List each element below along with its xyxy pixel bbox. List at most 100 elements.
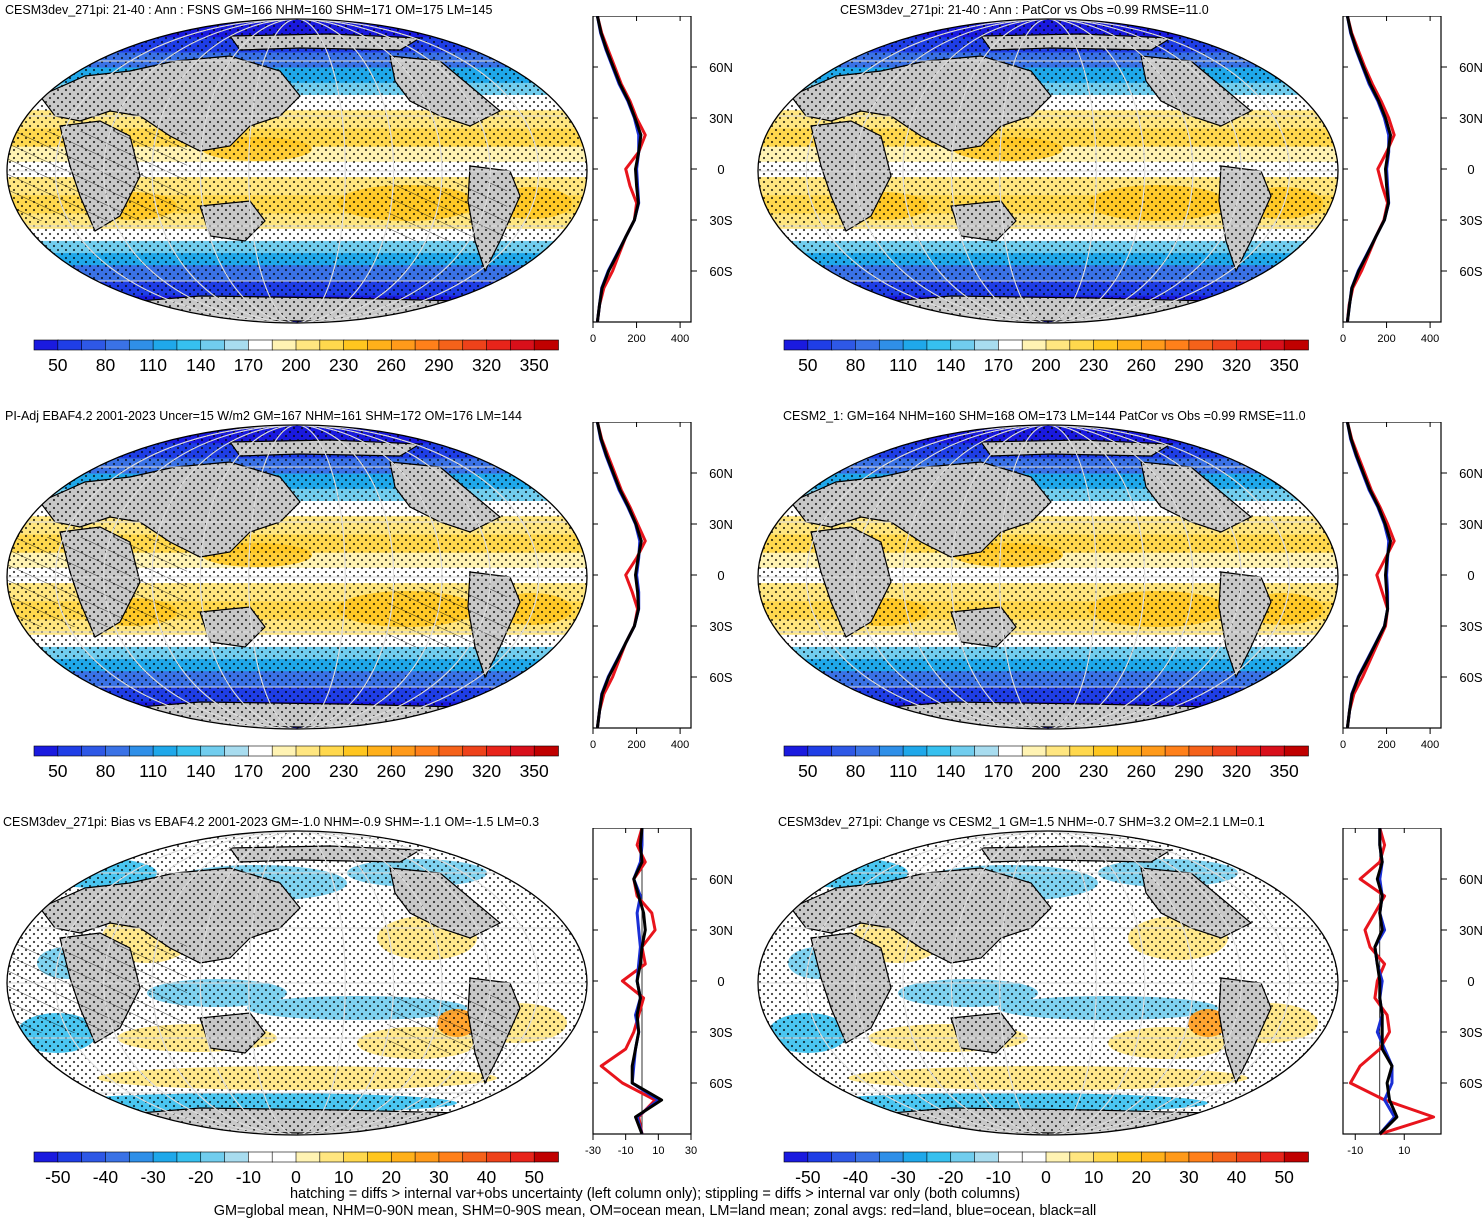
map-field [7,425,587,729]
colorbar-tick-label: 140 [936,355,965,375]
colorbar: 50 80 110 140 170 200 230 260 290 320 350 [783,339,1309,375]
zonal-x-tick-label: -30 [585,1145,601,1157]
lat-tick-label: 30N [709,923,733,938]
colorbar-swatch [1140,1151,1166,1163]
colorbar-tick-label: 350 [1270,761,1299,781]
colorbar-swatch [1236,745,1262,757]
colorbar-tick-label: -50 [45,1167,71,1187]
colorbar-swatch [200,745,226,757]
colorbar-swatch [1164,339,1190,351]
colorbar-swatch [974,745,1000,757]
colorbar-tick-label: 110 [889,761,917,781]
colorbar-swatch [462,1151,488,1163]
panel-figure: 5080110140170200230260290320350W m⁻²60N3… [6,16,733,375]
lat-tick-label: 60N [709,872,733,887]
colorbar-swatch [1164,1151,1190,1163]
colorbar-tick-label: 350 [520,355,549,375]
lat-tick-label: 60S [1459,1076,1482,1091]
colorbar-swatch [998,339,1023,351]
colorbar-swatch [1045,1151,1071,1163]
colorbar-tick-label: 80 [846,355,866,375]
colorbar-tick-label: 80 [846,761,866,781]
colorbar-swatch [1140,745,1166,757]
colorbar-swatch [57,745,83,757]
colorbar-tick-label: 260 [1127,355,1156,375]
zonal-series-all [1373,828,1399,1136]
colorbar-swatch [200,339,226,351]
zonal-series-all [595,16,643,323]
lat-tick-label: 60S [709,1076,732,1091]
lat-tick-label: 0 [717,162,724,177]
colorbar-swatch [533,339,559,351]
colorbar-tick-label: 320 [1222,355,1251,375]
footer-line-1: hatching = diffs > internal var+obs unce… [289,1186,1021,1202]
colorbar-swatch [533,1151,559,1163]
colorbar-tick-label: 290 [424,355,453,375]
lat-tick-label: 30S [709,213,732,228]
colorbar-swatch [1212,745,1238,757]
colorbar-swatch [878,745,904,757]
colorbar-tick-label: 50 [798,761,818,781]
colorbar-swatch [486,745,512,757]
colorbar-tick-label: 50 [798,355,818,375]
colorbar-tick-label: 350 [520,761,549,781]
colorbar-swatch [831,745,857,757]
colorbar-swatch [1093,745,1119,757]
zonal-series-land [1348,828,1436,1136]
colorbar-swatch [390,745,416,757]
panel-title: CESM3dev_271pi: 21-40 : Ann : PatCor vs … [840,3,1209,17]
colorbar-tick-label: 230 [1079,355,1108,375]
panel-figure: 5080110140170200230260290320350W m⁻²60N3… [757,422,1483,781]
colorbar-swatch [248,1151,273,1163]
colorbar-tick-label: 170 [984,355,1013,375]
colorbar-swatch [510,745,535,757]
colorbar-tick-label: 290 [1174,355,1203,375]
colorbar-tick-label: 230 [329,761,358,781]
panel-title: CESM2_1: GM=164 NHM=160 SHM=168 OM=173 L… [783,409,1306,423]
colorbar-tick-label: 260 [377,355,406,375]
colorbar-tick-label: -40 [93,1167,119,1187]
zonal-x-tick-label: 400 [671,333,689,345]
colorbar-swatch [414,745,440,757]
zonal-mean-plot: W m⁻²60N30N030S60S0200400 [1340,422,1483,751]
colorbar-swatch [486,1151,512,1163]
colorbar-swatch [271,745,297,757]
colorbar-tick-label: -20 [188,1167,214,1187]
lat-tick-label: 60S [709,264,732,279]
colorbar-swatch [176,1151,202,1163]
zonal-x-tick-label: 10 [652,1145,664,1157]
colorbar-swatch [783,339,809,351]
lat-tick-label: 30N [1459,517,1483,532]
colorbar: -50 -40 -30 -20 -10 0 10 20 30 40 50 [783,1151,1309,1187]
map-border [6,830,588,1136]
colorbar-swatch [926,1151,952,1163]
colorbar-swatch [343,339,369,351]
colorbar-swatch [926,745,952,757]
colorbar-swatch [831,1151,857,1163]
map-border [6,18,588,324]
colorbar-swatch [510,1151,535,1163]
colorbar: 50 80 110 140 170 200 230 260 290 320 350 [33,339,559,375]
colorbar-swatch [1212,339,1238,351]
colorbar-tick-label: 40 [477,1167,497,1187]
zonal-x-tick-label: 200 [627,333,645,345]
colorbar-swatch [855,339,881,351]
footer-line-2: GM=global mean, NHM=0-90N mean, SHM=0-90… [213,1203,1097,1219]
colorbar-swatch [950,339,976,351]
colorbar-swatch [81,1151,107,1163]
colorbar-swatch [248,339,273,351]
colorbar-swatch [1045,745,1071,757]
colorbar-swatch [1212,1151,1238,1163]
zonal-x-tick-label: -10 [618,1145,634,1157]
colorbar-swatch [176,745,202,757]
colorbar-swatch [486,339,512,351]
colorbar-swatch [414,1151,440,1163]
lat-tick-label: 60S [1459,264,1482,279]
colorbar-swatch [295,339,321,351]
colorbar-tick-label: 110 [139,761,167,781]
colorbar-swatch [1164,745,1190,757]
colorbar-swatch [1021,339,1047,351]
lat-tick-label: 60S [709,670,732,685]
colorbar-tick-label: 290 [424,761,453,781]
